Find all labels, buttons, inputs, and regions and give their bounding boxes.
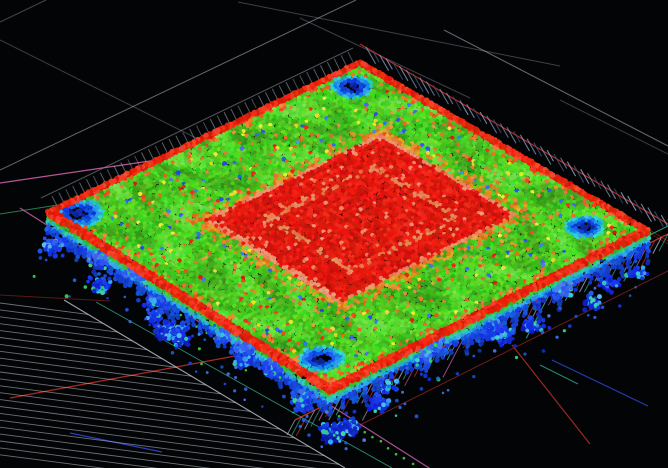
particle-scene-canvas[interactable] [0, 0, 668, 468]
simulation-viewport [0, 0, 668, 468]
